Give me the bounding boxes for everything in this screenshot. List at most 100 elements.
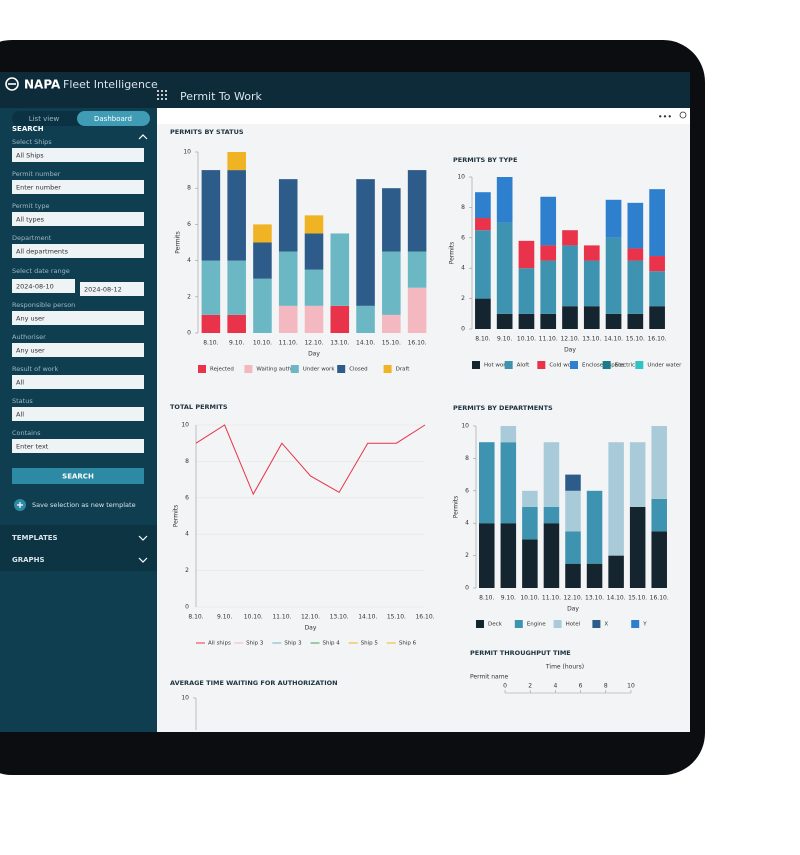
x-tick-label: 9.10. [497,336,512,343]
legend-label: All ships [208,641,231,647]
y-tick-label: 6 [187,221,191,228]
bar-segment [382,251,401,315]
bar-segment [627,313,644,329]
apps-icon[interactable] [157,90,167,100]
legend-label: Ship 4 [323,641,341,647]
search-button[interactable] [12,468,144,484]
bar-segment [522,539,538,588]
x-tick-label: 11.10. [542,595,561,602]
chart-title: PERMIT THROUGHPUT TIME [470,649,571,657]
x-tick-label: 15.10. [628,595,647,602]
chart-title: PERMITS BY DEPARTMENTS [453,404,553,412]
bar-segment [649,189,665,257]
bar-segment [627,202,644,249]
bar-segment [629,507,646,588]
field-label: Authoriser [12,333,46,341]
y-tick-label: 0 [465,585,469,592]
x-tick-label: 2 [528,683,532,690]
legend-label: Y [642,622,647,628]
y-tick-label: 2 [465,552,469,559]
bar-segment [356,305,375,333]
bar-segment [518,313,535,329]
bar-segment [583,260,600,307]
input[interactable] [12,148,144,162]
x-tick-label: 11.10. [279,340,298,347]
legend-label: Under water [647,363,682,369]
x-tick-label: 12.10. [304,340,323,347]
more-icon[interactable]: ••• [658,113,672,122]
legend-swatch [602,361,611,369]
bar-segment [583,306,600,329]
chevron-up[interactable] [138,134,148,140]
legend-swatch [514,620,523,628]
input-value: All [16,379,24,387]
y-tick-label: 8 [185,458,189,465]
bar-segment [540,245,557,261]
input[interactable] [12,407,144,421]
page-title: Permit To Work [180,90,262,103]
legend-swatch [476,620,484,628]
x-tick-label: 8.10. [475,336,490,343]
x-tick-label: 16.10. [648,336,667,343]
legend-label: Ship 3 [246,641,264,647]
input[interactable] [12,244,144,258]
save-template[interactable]: Save selection as new template [32,501,136,509]
bar-segment [522,490,538,507]
section-title[interactable]: GRAPHS [12,556,45,564]
bar-segment [304,233,324,270]
bar-segment [565,490,581,532]
y-axis-label: Permit name [470,674,509,681]
section-title[interactable]: TEMPLATES [12,534,58,542]
x-axis-label: Day [564,347,576,354]
bar-segment [586,563,603,588]
date-value: 2024-08-12 [84,286,122,294]
y-tick-label: 0 [187,330,191,337]
input[interactable] [12,375,144,389]
x-tick-label: 13.10. [330,614,349,621]
x-tick-label: 13.10. [330,340,349,347]
input[interactable] [12,212,144,226]
y-axis-label: Permits [175,231,182,253]
tab-active[interactable] [77,111,150,126]
legend-label: Closed [349,367,367,373]
tab[interactable]: List view [29,115,60,123]
bar-segment [496,177,513,223]
x-tick-label: 14.10. [358,614,377,621]
legend-label: X [604,622,608,628]
bar-segment [500,442,517,524]
x-tick-label: 15.10. [382,340,401,347]
bar-segment [500,426,517,443]
input[interactable] [12,439,144,453]
chevron-down[interactable] [138,557,148,563]
toolbar [157,108,690,124]
x-tick-label: 10.10. [517,336,536,343]
y-tick-label: 2 [187,293,191,300]
x-tick-label: 14.10. [604,336,623,343]
bar-segment [565,563,581,588]
bar-segment [543,507,560,524]
field-label: Contains [12,429,41,437]
y-tick-label: 2 [185,567,189,574]
bar-segment [583,245,600,261]
field-label: Select Ships [12,138,52,146]
chart-title: TOTAL PERMITS [170,403,228,411]
y-tick-label: 10 [461,423,469,430]
bar-segment [605,199,622,238]
x-axis-label: Day [308,351,320,358]
legend-swatch [290,365,299,373]
legend-swatch [592,620,601,628]
input-value: All departments [16,248,69,256]
x-tick-label: 8.10. [188,614,203,621]
input[interactable] [12,311,144,325]
tab[interactable]: Dashboard [94,115,132,123]
input[interactable] [12,343,144,357]
chevron-down[interactable] [138,535,148,541]
input[interactable] [12,180,144,194]
user-icon[interactable] [679,111,687,119]
legend-swatch [631,620,640,628]
date-input[interactable] [12,279,75,293]
date-input[interactable] [80,282,144,296]
x-tick-label: 8.10. [203,340,218,347]
x-tick-label: 6 [579,683,583,690]
bar-segment [540,196,557,246]
